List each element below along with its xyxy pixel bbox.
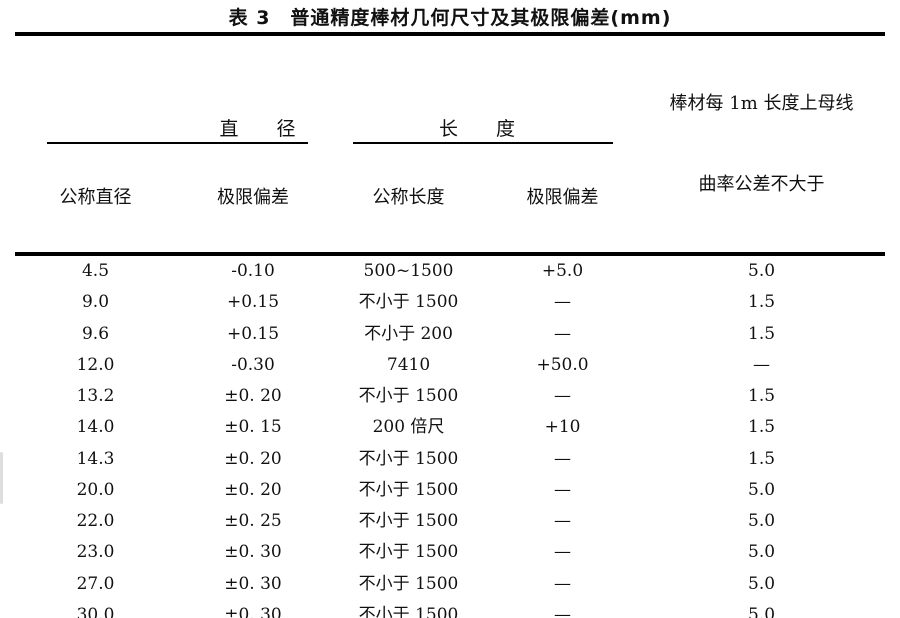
cell-nominal-diameter: 14.0	[76, 417, 115, 438]
cell-nominal-diameter: 30.0	[76, 604, 115, 618]
cell-nominal-diameter: 27.0	[76, 573, 115, 594]
cell-nominal-diameter: 4.5	[81, 261, 110, 281]
cell-length-deviation: +5.0	[541, 261, 584, 281]
table-row: 13.2 ±0. 20 不小于 1500 — 1.5	[15, 381, 885, 412]
table-caption: 表 3 普通精度棒材几何尺寸及其极限偏差(mm)	[228, 7, 672, 29]
cell-curvature-tolerance: 5.0	[748, 479, 776, 500]
cell-curvature-tolerance: 1.5	[748, 292, 776, 313]
cell-length-deviation: —	[554, 511, 572, 531]
cell-nominal-diameter: 20.0	[76, 479, 115, 500]
cell-nominal-length: 不小于 1500	[358, 542, 459, 563]
cell-nominal-length: 不小于 200	[364, 323, 453, 344]
cell-nominal-diameter: 9.6	[81, 323, 110, 344]
diameter-group-label: 直 径	[219, 118, 296, 140]
cell-length-deviation: +10	[544, 417, 581, 438]
table-row: 23.0 ±0. 30 不小于 1500 — 5.0	[15, 537, 885, 568]
table-row: 22.0 ±0. 25 不小于 1500 — 5.0	[15, 506, 885, 537]
header-length-deviation: 极限偏差	[487, 144, 639, 256]
cell-nominal-length: 7410	[386, 354, 431, 375]
cell-nominal-length: 不小于 1500	[358, 448, 459, 469]
cell-diameter-deviation: ±0. 15	[224, 417, 282, 438]
cell-nominal-diameter: 9.0	[81, 292, 110, 313]
cell-nominal-length: 不小于 1500	[358, 604, 459, 618]
cell-nominal-length: 不小于 1500	[358, 479, 459, 500]
table-row: 14.0 ±0. 15 200 倍尺 +10 1.5	[15, 412, 885, 443]
cell-diameter-deviation: ±0. 30	[224, 542, 282, 563]
cell-curvature-tolerance: 1.5	[748, 417, 776, 438]
cell-nominal-diameter: 14.3	[76, 448, 115, 469]
cell-nominal-diameter: 13.2	[76, 386, 115, 406]
cell-diameter-deviation: ±0. 20	[224, 386, 282, 406]
cell-nominal-length: 不小于 1500	[358, 292, 459, 313]
header-diameter-deviation: 极限偏差	[176, 144, 331, 256]
header-nominal-length: 公称长度	[330, 144, 488, 256]
cell-curvature-tolerance: 5.0	[748, 542, 776, 563]
cell-diameter-deviation: -0.10	[231, 261, 275, 281]
scan-artifact	[0, 452, 3, 504]
cell-length-deviation: —	[554, 386, 572, 406]
cell-length-deviation: +50.0	[536, 354, 589, 375]
cell-diameter-deviation: ±0. 20	[224, 448, 282, 469]
curvature-label-line1: 棒材每 1m 长度上母线	[669, 93, 854, 114]
cell-length-deviation: —	[554, 479, 572, 500]
cell-diameter-deviation: ±0. 30	[224, 604, 282, 618]
cell-diameter-deviation: ±0. 20	[224, 479, 282, 500]
cell-diameter-deviation: ±0. 30	[224, 573, 282, 594]
cell-curvature-tolerance: 5.0	[748, 604, 776, 618]
cell-nominal-length: 不小于 1500	[358, 511, 459, 531]
cell-nominal-length: 200 倍尺	[372, 417, 445, 438]
col-group-length: 长 度	[330, 34, 638, 144]
cell-length-deviation: —	[554, 323, 572, 344]
curvature-label-line2: 曲率公差不大于	[698, 174, 825, 195]
length-group-underline: 长 度	[353, 114, 614, 144]
header-nominal-diameter: 公称直径	[15, 144, 176, 256]
diameter-group-underline: 直 径	[47, 114, 309, 144]
cell-length-deviation: —	[554, 292, 572, 313]
cell-nominal-diameter: 23.0	[76, 542, 115, 563]
table-row: 9.0 +0.15 不小于 1500 — 1.5	[15, 287, 885, 318]
cell-curvature-tolerance: —	[753, 354, 771, 375]
cell-curvature-tolerance: 1.5	[748, 323, 776, 344]
group-header-row: 直 径 长 度 棒材每 1m 长度上母线 曲率公差不大于	[15, 34, 886, 256]
cell-nominal-diameter: 12.0	[76, 354, 115, 375]
cell-nominal-length: 不小于 1500	[358, 386, 459, 406]
table-row: 14.3 ±0. 20 不小于 1500 — 1.5	[15, 444, 885, 475]
cell-curvature-tolerance: 5.0	[748, 261, 776, 281]
table-row: 30.0 ±0. 30 不小于 1500 — 5.0	[15, 600, 885, 618]
col-group-diameter: 直 径	[15, 34, 330, 144]
cell-length-deviation: —	[554, 542, 572, 563]
cell-diameter-deviation: -0.30	[231, 354, 275, 375]
table-row: 9.6 +0.15 不小于 200 — 1.5	[15, 319, 885, 350]
length-group-label: 长 度	[439, 118, 516, 140]
cell-curvature-tolerance: 1.5	[748, 448, 776, 469]
cell-nominal-diameter: 22.0	[76, 511, 115, 531]
table-row: 12.0 -0.30 7410 +50.0 —	[15, 350, 885, 381]
cell-length-deviation: —	[554, 448, 572, 469]
cell-curvature-tolerance: 1.5	[748, 386, 776, 406]
cell-diameter-deviation: ±0. 25	[224, 511, 282, 531]
bar-dimensions-table: 直 径 长 度 棒材每 1m 长度上母线 曲率公差不大于 公称直径 极限偏差 公…	[15, 32, 886, 618]
cell-curvature-tolerance: 5.0	[748, 511, 776, 531]
cell-length-deviation: —	[554, 604, 572, 618]
col-header-curvature: 棒材每 1m 长度上母线 曲率公差不大于	[638, 34, 886, 256]
cell-nominal-length: 500~1500	[363, 261, 454, 281]
table-row: 4.5 -0.10 500~1500 +5.0 5.0	[15, 254, 885, 287]
cell-diameter-deviation: +0.15	[226, 323, 280, 344]
cell-length-deviation: —	[554, 573, 572, 594]
cell-curvature-tolerance: 5.0	[748, 573, 776, 594]
table-row: 27.0 ±0. 30 不小于 1500 — 5.0	[15, 569, 885, 600]
cell-nominal-length: 不小于 1500	[358, 573, 459, 594]
table-row: 20.0 ±0. 20 不小于 1500 — 5.0	[15, 475, 885, 506]
sub-header-row: 公称直径 极限偏差 公称长度 极限偏差	[15, 144, 885, 256]
cell-diameter-deviation: +0.15	[226, 292, 280, 313]
